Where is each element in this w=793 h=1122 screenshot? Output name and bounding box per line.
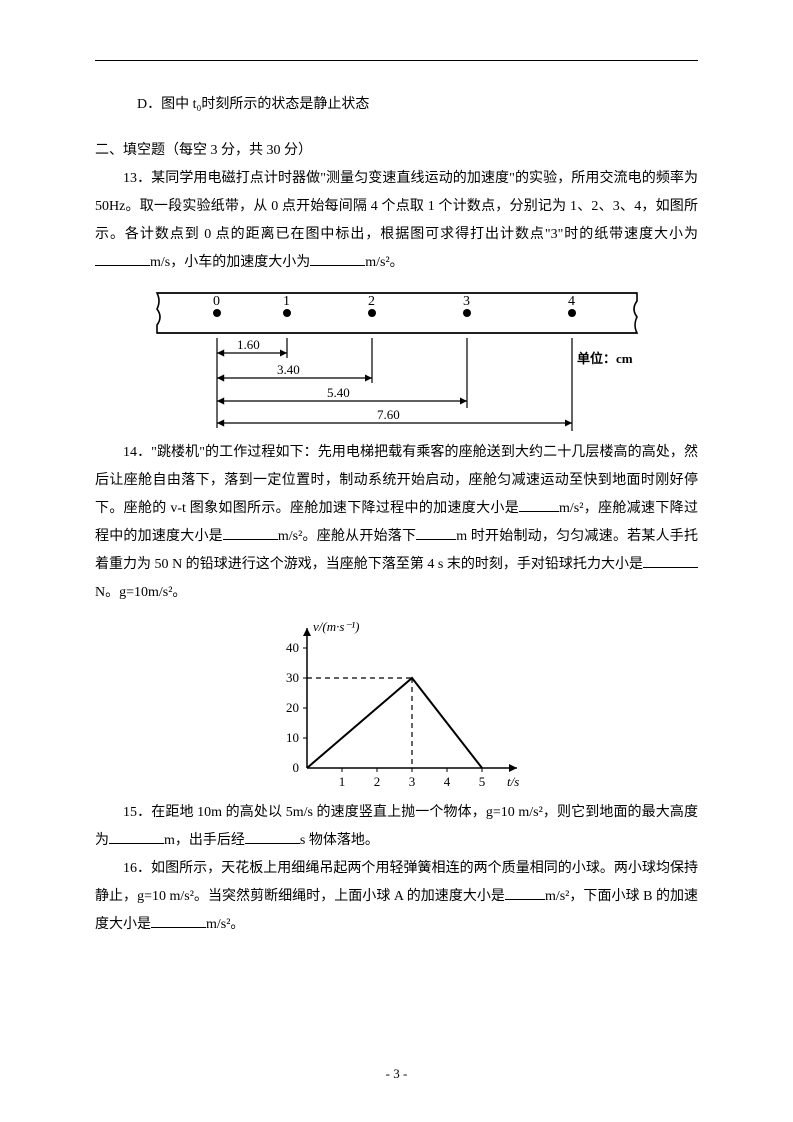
tape-mark-2: 2 (368, 294, 375, 309)
q14-unit2: m/s²。座舱从开始落下 (278, 529, 416, 544)
tape-mark-3: 3 (463, 294, 470, 309)
q13-text: 13．某同学用电磁打点计时器做"测量匀变速直线运动的加速度"的实验，所用交流电的… (95, 165, 698, 277)
ytick-3: 30 (286, 670, 299, 685)
tape-dist-0: 1.60 (237, 337, 260, 352)
ytick-0: 0 (292, 760, 299, 775)
tape-unit: 单位：cm (577, 351, 633, 366)
q14-text: 14．"跳楼机"的工作过程如下：先用电梯把载有乘客的座舱送到大约二十几层楼高的高… (95, 439, 698, 607)
q13-blank2[interactable] (310, 251, 365, 266)
q15-text: 15．在距地 10m 的高处以 5m/s 的速度竖直上抛一个物体，g=10 m/… (95, 799, 698, 855)
q14-blank3[interactable] (416, 525, 456, 540)
xtick-3: 3 (408, 774, 415, 789)
xtick-4: 4 (443, 774, 450, 789)
section-heading: 二、填空题（每空 3 分，共 30 分） (95, 137, 698, 165)
ytick-1: 10 (286, 730, 299, 745)
page-number: - 3 - (0, 1066, 793, 1082)
q16-blank2[interactable] (151, 913, 206, 928)
xtick-5: 5 (478, 774, 485, 789)
tape-mark-0: 0 (213, 294, 220, 309)
q16-text: 16．如图所示，天花板上用细绳吊起两个用轻弹簧相连的两个质量相同的小球。两小球均… (95, 855, 698, 939)
tape-dist-2: 5.40 (327, 385, 350, 400)
q14-blank4[interactable] (643, 553, 698, 568)
q16-unit2: m/s²。 (206, 917, 244, 932)
q14-blank2[interactable] (223, 525, 278, 540)
q13-unit1: m/s，小车的加速度大小为 (150, 255, 310, 270)
xtick-1: 1 (338, 774, 345, 789)
q13-unit2: m/s²。 (365, 255, 403, 270)
ylabel: v/(m·s⁻¹) (313, 619, 360, 634)
q15-unit2: s 物体落地。 (300, 833, 379, 848)
xtick-2: 2 (373, 774, 380, 789)
q14-unit4: N。g=10m/s²。 (95, 585, 186, 600)
q13-blank1[interactable] (95, 251, 150, 266)
q13-body: 13．某同学用电磁打点计时器做"测量匀变速直线运动的加速度"的实验，所用交流电的… (95, 171, 698, 242)
xlabel: t/s (507, 774, 519, 789)
q13-tape-figure: 0 1 2 3 4 1.60 3.40 5.40 (147, 283, 647, 433)
tape-dist-1: 3.40 (277, 362, 300, 377)
q15-blank1[interactable] (109, 829, 164, 844)
q14-blank1[interactable] (519, 497, 559, 512)
tape-mark-4: 4 (568, 294, 575, 309)
q15-blank2[interactable] (245, 829, 300, 844)
ytick-4: 40 (286, 640, 299, 655)
tape-dist-3: 7.60 (377, 407, 400, 422)
ytick-2: 20 (286, 700, 299, 715)
q15-unit1: m，出手后经 (164, 833, 245, 848)
tape-mark-1: 1 (283, 294, 290, 309)
option-d: D．图中 t₀时刻所示的状态是静止状态 (95, 91, 698, 119)
q16-blank1[interactable] (505, 885, 545, 900)
q14-chart: 0 10 20 30 40 1 2 3 4 5 (257, 613, 537, 793)
